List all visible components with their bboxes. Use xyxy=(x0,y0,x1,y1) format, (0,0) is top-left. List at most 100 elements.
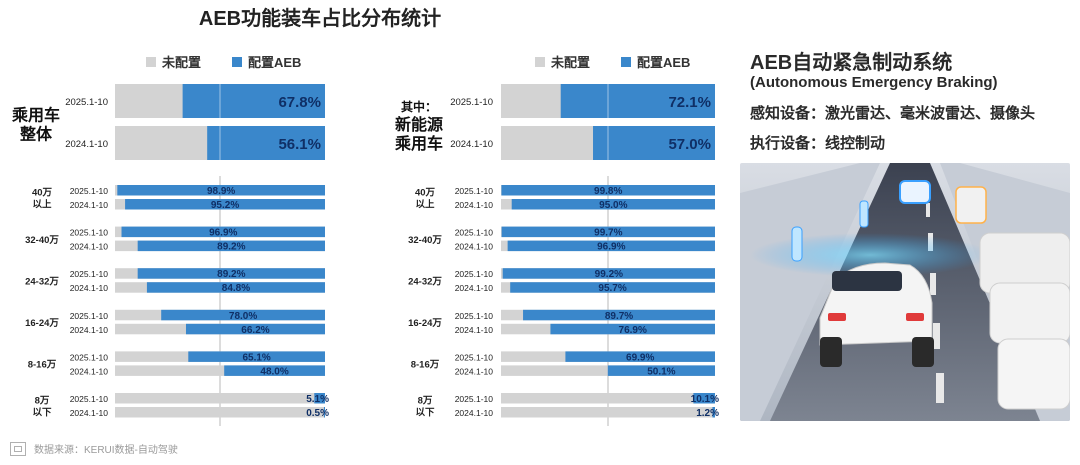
category-name-top: 乘用车 xyxy=(11,106,60,125)
group-name: 以下 xyxy=(32,407,52,418)
value-label: 1.2% xyxy=(696,408,719,419)
legend-swatch-blue xyxy=(232,56,242,67)
category-name-top: 新能源 xyxy=(395,115,443,134)
period-label: 2025.1-10 xyxy=(70,269,109,279)
legend-configured: 配置AEB xyxy=(232,52,301,71)
chart-nev-passenger: 未配置 配置AEB 2025.1-10 72.1% 2024.1-10 57.0% 其中… xyxy=(385,44,745,436)
period-label: 2024.1-10 xyxy=(455,200,494,210)
legend-configured: 配置AEB xyxy=(621,52,690,71)
value-label: 78.0% xyxy=(229,311,257,322)
value-label: 69.9% xyxy=(626,352,654,363)
period-label: 2024.1-10 xyxy=(70,408,109,418)
category-name-top: 整体 xyxy=(19,125,53,144)
chart-passenger-overall: 未配置 配置AEB 2025.1-10 67.8% 2024.1-10 56.1% 乘用… xyxy=(0,44,360,436)
value-label: 96.9% xyxy=(597,242,625,253)
period-label: 2025.1-10 xyxy=(455,311,494,321)
bar-configured xyxy=(323,407,325,418)
group-name: 16-24万 xyxy=(408,318,442,329)
legend-label-unconfigured: 未配置 xyxy=(162,55,202,70)
bar-configured-top xyxy=(207,126,325,160)
period-label: 2024.1-10 xyxy=(70,325,109,335)
group-name: 8万 xyxy=(418,395,433,406)
legend-label-configured: 配置AEB xyxy=(637,55,691,70)
period-label: 2025.1-10 xyxy=(455,228,494,238)
period-label: 2024.1-10 xyxy=(70,283,109,293)
group-name: 40万 xyxy=(415,187,436,198)
value-label: 84.8% xyxy=(222,283,250,294)
aeb-sensing: 感知设备：激光雷达、毫米波雷达、摄像头 xyxy=(750,105,1036,122)
value-label: 65.1% xyxy=(242,352,270,363)
value-label: 95.7% xyxy=(598,283,626,294)
value-label-top: 56.1% xyxy=(278,136,321,153)
period-label: 2024.1-10 xyxy=(455,325,494,335)
bar-configured-top xyxy=(182,84,325,118)
legend-label-configured: 配置AEB xyxy=(248,55,302,70)
legend-unconfigured: 未配置 xyxy=(535,52,590,71)
period-label: 2025.1-10 xyxy=(455,394,494,404)
bar-configured xyxy=(502,268,715,279)
value-label: 76.9% xyxy=(619,325,647,336)
bar-configured xyxy=(565,351,715,362)
bar-unconfigured xyxy=(115,365,325,376)
group-name: 24-32万 xyxy=(25,276,59,287)
value-label: 99.7% xyxy=(594,228,622,239)
footer: 数据来源：KERUI数据-自动驾驶 xyxy=(10,441,178,456)
bar-configured xyxy=(125,199,325,210)
period-label: 2024.1-10 xyxy=(455,283,494,293)
bar-configured xyxy=(501,226,715,238)
period-label: 2024.1-10 xyxy=(70,200,109,210)
bar-configured xyxy=(185,323,325,335)
bar-configured xyxy=(146,282,325,293)
period-label: 2024.1-10 xyxy=(455,366,494,376)
category-name-top: 其中： xyxy=(401,99,437,114)
group-name: 以上 xyxy=(32,198,52,210)
aeb-actuation: 执行设备：线控制动 xyxy=(750,135,886,152)
group-name: 以上 xyxy=(415,198,435,210)
period-label: 2024.1-10 xyxy=(455,242,494,252)
group-name: 16-24万 xyxy=(25,318,59,329)
legend-swatch-gray xyxy=(146,56,156,67)
value-label: 50.1% xyxy=(647,366,675,377)
bar-configured xyxy=(161,309,325,321)
period-label: 2024.1-10 xyxy=(455,408,494,418)
bar-configured xyxy=(550,323,715,335)
value-label: 48.0% xyxy=(260,366,288,377)
period-label: 2025.1-10 xyxy=(70,186,109,196)
value-label: 0.5% xyxy=(306,408,329,419)
period-label: 2025.1-10 xyxy=(455,186,494,196)
aeb-subtitle: (Autonomous Emergency Braking) xyxy=(750,74,998,91)
bar-unconfigured xyxy=(501,393,715,404)
period-label: 2025.1-10 xyxy=(70,228,109,238)
bar-configured-top xyxy=(560,84,715,118)
group-name: 以下 xyxy=(415,407,435,418)
bar-configured xyxy=(523,309,715,321)
group-name: 8-16万 xyxy=(28,360,57,371)
group-name: 40万 xyxy=(32,187,53,198)
bar-configured xyxy=(121,226,325,238)
bar-configured xyxy=(712,407,715,418)
bar-configured xyxy=(224,365,325,376)
value-label: 10.1% xyxy=(691,394,719,405)
bar-configured xyxy=(137,268,325,279)
group-name: 24-32万 xyxy=(408,276,442,287)
legend-unconfigured: 未配置 xyxy=(146,52,201,71)
period-label: 2025.1-10 xyxy=(65,97,108,108)
value-label: 66.2% xyxy=(241,325,269,336)
value-label-top: 57.0% xyxy=(668,136,711,153)
aeb-title: AEB自动紧急制动系统 xyxy=(750,52,953,74)
aeb-illustration-svg xyxy=(740,163,1070,421)
bar-configured xyxy=(511,199,715,210)
legend-swatch-gray xyxy=(535,56,545,67)
group-name: 32-40万 xyxy=(25,235,59,246)
period-label: 2025.1-10 xyxy=(70,394,109,404)
bar-configured-top xyxy=(593,126,715,160)
bar-configured xyxy=(507,240,715,252)
group-name: 8-16万 xyxy=(411,360,440,371)
calendar-icon xyxy=(10,441,26,456)
bar-unconfigured xyxy=(501,407,715,418)
legend-swatch-blue xyxy=(621,56,631,67)
value-label: 89.2% xyxy=(217,242,245,253)
group-name: 32-40万 xyxy=(408,235,442,246)
